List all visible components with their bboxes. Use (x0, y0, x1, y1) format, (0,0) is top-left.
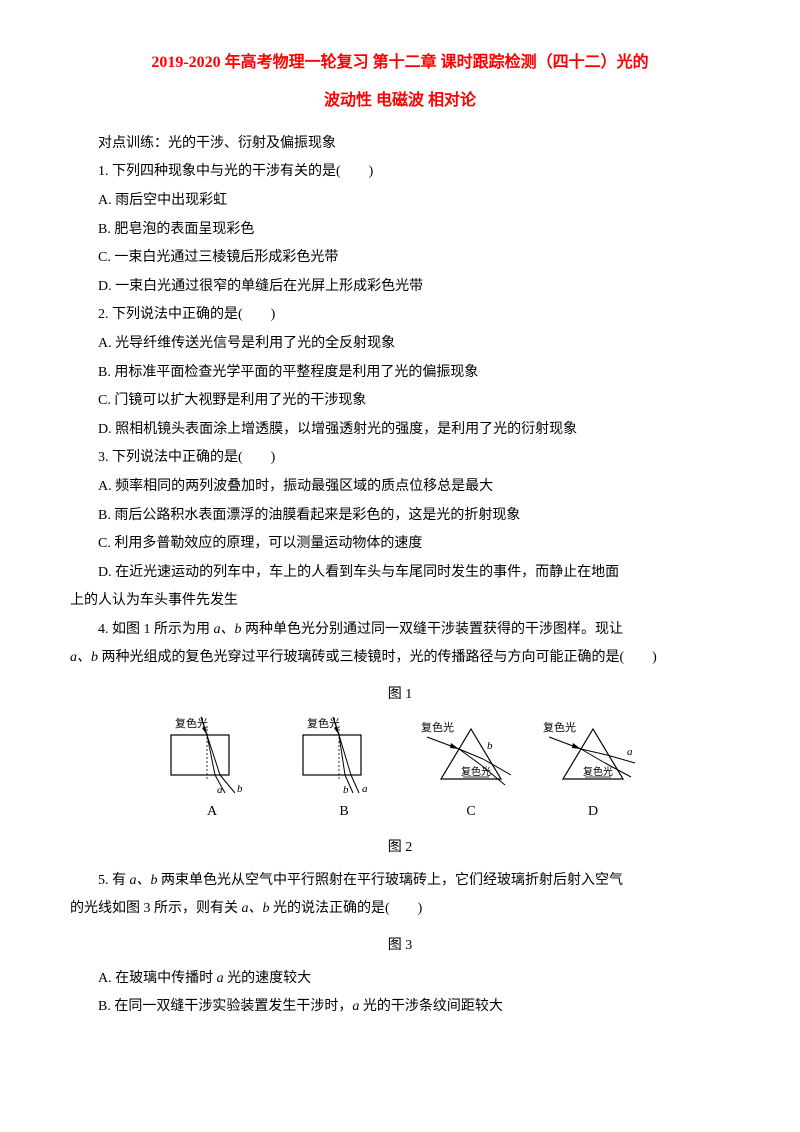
label-compound-C: 复色光 (421, 720, 454, 734)
figure1-label: 图 1 (70, 682, 730, 709)
q5-stem-line1: 5. 有 a、b 两束单色光从空气中平行照射在平行玻璃砖上，它们经玻璃折射后射入… (70, 868, 730, 895)
q3-stem: 3. 下列说法中正确的是( ) (70, 445, 730, 472)
q4-mid: 两种单色光分别通过同一双缝干涉装置获得的干涉图样。现让 (242, 622, 624, 637)
svg-text:复色光: 复色光 (461, 765, 491, 778)
section-header: 对点训练：光的干涉、衍射及偏振现象 (70, 131, 730, 158)
caption-B: B (339, 799, 348, 826)
q4-rest: 两种光组成的复色光穿过平行玻璃砖或三棱镜时，光的传播路径与方向可能正确的是( ) (98, 650, 657, 665)
q1-A: A. 雨后空中出现彩虹 (70, 188, 730, 215)
q4-pre: 4. 如图 1 所示为用 (98, 622, 214, 637)
svg-text:b: b (237, 783, 243, 795)
q3-A: A. 频率相同的两列波叠加时，振动最强区域的质点位移总是最大 (70, 474, 730, 501)
q3-C: C. 利用多普勒效应的原理，可以测量运动物体的速度 (70, 531, 730, 558)
q4-ab1: a、b (214, 622, 242, 637)
q3-D-cont: 上的人认为车头事件先发生 (70, 588, 730, 615)
q3-B: B. 雨后公路积水表面漂浮的油膜看起来是彩色的，这是光的折射现象 (70, 503, 730, 530)
title-line1: 2019-2020 年高考物理一轮复习 第十二章 课时跟踪检测（四十二）光的 (151, 54, 648, 71)
diagram-A: 复色光 a b (157, 715, 267, 795)
diagram-D: 复色光 a 复色光 (543, 715, 643, 795)
q5-pre: 5. 有 (98, 873, 130, 888)
svg-text:a: a (362, 783, 368, 795)
q4-stem-line1: 4. 如图 1 所示为用 a、b 两种单色光分别通过同一双缝干涉装置获得的干涉图… (70, 617, 730, 644)
diagram-B: 复色光 a b (289, 715, 399, 795)
svg-text:b: b (343, 784, 349, 795)
diagram-C: 复色光 b 复色光 (421, 715, 521, 795)
q2-D: D. 照相机镜头表面涂上增透膜，以增强透射光的强度，是利用了光的衍射现象 (70, 417, 730, 444)
q1-C: C. 一束白光通过三棱镜后形成彩色光带 (70, 245, 730, 272)
svg-text:复色光: 复色光 (583, 765, 613, 778)
svg-text:b: b (487, 740, 493, 752)
q2-C: C. 门镜可以扩大视野是利用了光的干涉现象 (70, 388, 730, 415)
q5-ab2: a、b (242, 901, 270, 916)
q2-A: A. 光导纤维传送光信号是利用了光的全反射现象 (70, 331, 730, 358)
label-compound-D: 复色光 (543, 720, 576, 734)
q4-ab2: a、b (70, 650, 98, 665)
q1-stem: 1. 下列四种现象中与光的干涉有关的是( ) (70, 159, 730, 186)
q3-D: D. 在近光速运动的列车中，车上的人看到车头与车尾同时发生的事件，而静止在地面 (70, 560, 730, 587)
figure2-label: 图 2 (70, 835, 730, 862)
q1-D: D. 一束白光通过很窄的单缝后在光屏上形成彩色光带 (70, 274, 730, 301)
q2-B: B. 用标准平面检查光学平面的平整程度是利用了光的偏振现象 (70, 360, 730, 387)
q4-stem-line2: a、b 两种光组成的复色光穿过平行玻璃砖或三棱镜时，光的传播路径与方向可能正确的… (70, 645, 730, 672)
q1-B: B. 肥皂泡的表面呈现彩色 (70, 217, 730, 244)
q5-l2pre: 的光线如图 3 所示，则有关 (70, 901, 242, 916)
svg-text:a: a (217, 784, 223, 795)
q5-stem-line2: 的光线如图 3 所示，则有关 a、b 光的说法正确的是( ) (70, 896, 730, 923)
q5-A: A. 在玻璃中传播时 a 光的速度较大 (70, 966, 730, 993)
q5-B: B. 在同一双缝干涉实验装置发生干涉时，a 光的干涉条纹间距较大 (70, 994, 730, 1021)
q5-mid1: 两束单色光从空气中平行照射在平行玻璃砖上，它们经玻璃折射后射入空气 (158, 873, 624, 888)
figure3-label: 图 3 (70, 933, 730, 960)
q2-stem: 2. 下列说法中正确的是( ) (70, 302, 730, 329)
q5-ab1: a、b (130, 873, 158, 888)
title-line2: 波动性 电磁波 相对论 (70, 86, 730, 116)
caption-D: D (588, 799, 598, 826)
svg-text:a: a (627, 746, 633, 758)
q5-l2post: 光的说法正确的是( ) (270, 901, 423, 916)
caption-A: A (207, 799, 217, 826)
caption-C: C (466, 799, 475, 826)
diagram-figure2: 复色光 a b A 复色光 (70, 715, 730, 826)
